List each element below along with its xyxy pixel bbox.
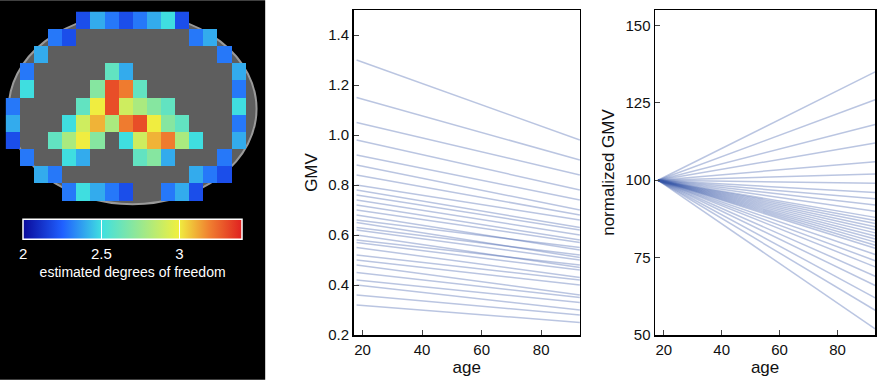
svg-text:3: 3: [175, 245, 183, 262]
svg-text:40: 40: [414, 341, 431, 358]
svg-text:GMV: GMV: [302, 152, 321, 191]
svg-text:125: 125: [626, 94, 651, 111]
svg-text:40: 40: [713, 341, 730, 358]
svg-text:20: 20: [655, 341, 672, 358]
svg-text:1.0: 1.0: [328, 126, 349, 143]
svg-text:80: 80: [829, 341, 846, 358]
svg-text:75: 75: [634, 249, 651, 266]
svg-text:0.6: 0.6: [328, 226, 349, 243]
svg-text:2.5: 2.5: [91, 245, 112, 262]
svg-text:age: age: [453, 358, 481, 377]
svg-text:1.4: 1.4: [328, 26, 349, 43]
svg-text:0.4: 0.4: [328, 276, 349, 293]
svg-text:estimated degrees of freedom: estimated degrees of freedom: [40, 264, 226, 280]
svg-text:0.8: 0.8: [328, 176, 349, 193]
svg-text:60: 60: [771, 341, 788, 358]
svg-text:100: 100: [626, 171, 651, 188]
svg-text:60: 60: [473, 341, 490, 358]
svg-text:normalized GMV: normalized GMV: [599, 109, 618, 236]
svg-text:0.2: 0.2: [328, 326, 349, 343]
svg-text:2: 2: [19, 245, 27, 262]
svg-text:1.2: 1.2: [328, 76, 349, 93]
svg-text:20: 20: [354, 341, 371, 358]
svg-text:80: 80: [533, 341, 550, 358]
svg-text:age: age: [751, 358, 779, 377]
svg-text:50: 50: [634, 326, 651, 343]
svg-text:150: 150: [626, 17, 651, 34]
